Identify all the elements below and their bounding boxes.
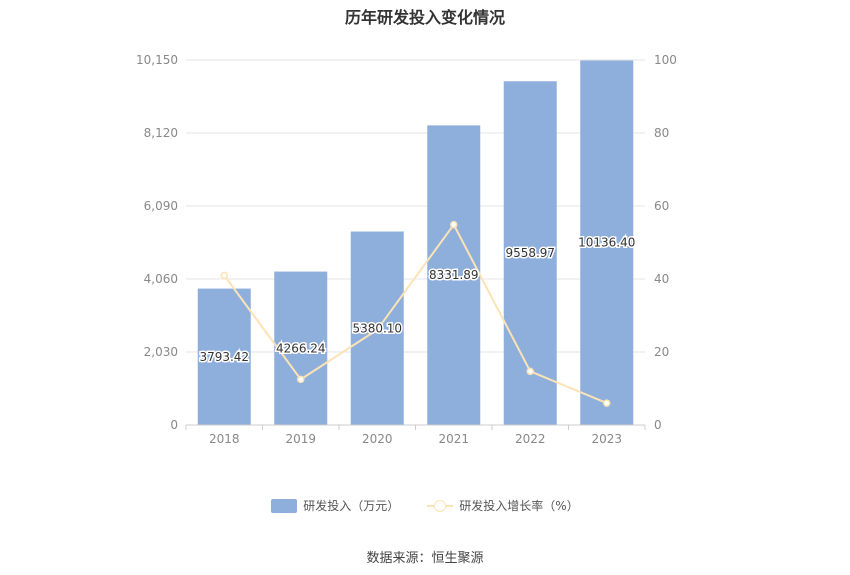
axis-layer: 0 2,030 4,060 6,090 8,120 10,150 0 20 40 60 80 100 2… — [136, 53, 677, 446]
legend-label-line: 研发投入增长率（%） — [459, 499, 579, 513]
bar-2018 — [197, 288, 251, 425]
y-left-tick-label: 0 — [170, 418, 178, 432]
x-tick-label: 2021 — [438, 432, 469, 446]
y-left-tick-label: 10,150 — [136, 53, 178, 67]
x-tick-label: 2023 — [591, 432, 622, 446]
y-right-tick-label: 20 — [654, 345, 669, 359]
source-note: 数据来源：恒生聚源 — [366, 551, 484, 566]
bar-data-label: 5380.10 — [352, 321, 402, 335]
x-tick-label: 2019 — [285, 432, 316, 446]
bar-2019 — [274, 271, 328, 425]
bar-data-label: 10136.40 — [578, 236, 635, 250]
bar-data-label: 8331.89 — [429, 268, 479, 282]
y-left-tick-label: 4,060 — [144, 272, 178, 286]
x-tick-label: 2022 — [515, 432, 546, 446]
growth-point-2018 — [220, 271, 228, 280]
bar-2023 — [580, 60, 634, 425]
bar-data-label: 9558.97 — [505, 246, 555, 260]
grid-layer — [186, 59, 645, 353]
y-right-tick-label: 40 — [654, 272, 669, 286]
growth-point-2019 — [297, 375, 305, 384]
y-left-tick-label: 8,120 — [144, 126, 178, 140]
legend-line-swatch — [427, 499, 454, 513]
growth-point-2022 — [526, 367, 534, 376]
chart-title: 历年研发投入变化情况 — [344, 8, 505, 27]
legend-item-bar[interactable]: 研发投入（万元） — [271, 497, 399, 514]
growth-point-2023 — [603, 399, 611, 407]
y-right-tick-label: 80 — [654, 126, 669, 140]
growth-point-2020 — [373, 325, 381, 334]
legend: 研发投入（万元） 研发投入增长率（%） — [0, 497, 850, 514]
growth-line — [223, 222, 608, 405]
growth-point-2021 — [450, 220, 458, 229]
x-tick-label: 2020 — [362, 432, 393, 446]
bar-data-label: 4266.24 — [276, 341, 326, 355]
y-right-tick-label: 60 — [654, 199, 669, 213]
y-left-tick-label: 6,090 — [144, 199, 178, 213]
y-right-tick-label: 100 — [654, 53, 677, 67]
legend-label-bar: 研发投入（万元） — [303, 499, 400, 513]
legend-item-line[interactable]: 研发投入增长率（%） — [427, 497, 579, 514]
y-right-tick-label: 0 — [654, 418, 662, 432]
bar-2021 — [427, 125, 481, 425]
y-left-tick-label: 2,030 — [144, 345, 178, 359]
bar-layer — [197, 60, 634, 426]
bar-data-label: 3793.42 — [199, 350, 249, 364]
label-layer: 3793.42 4266.24 5380.10 8331.89 9558.97 10136… — [198, 234, 637, 365]
line-layer — [220, 220, 611, 407]
legend-bar-swatch — [271, 498, 298, 513]
x-tick-label: 2018 — [209, 432, 240, 446]
